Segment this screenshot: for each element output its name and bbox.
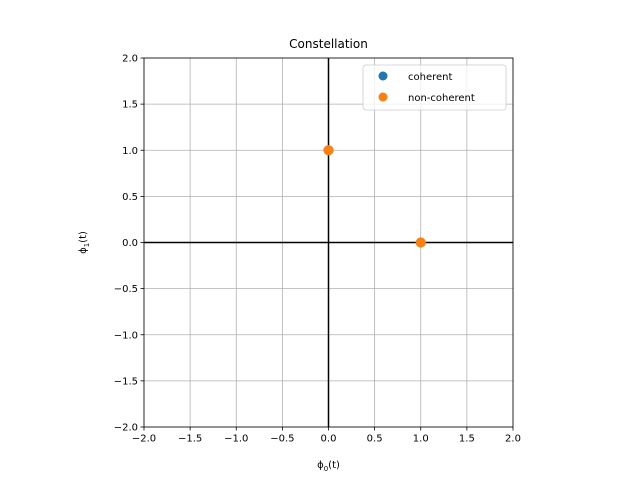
x-tick-label: 1.0	[413, 434, 429, 445]
legend-marker-coherent	[378, 71, 388, 81]
y-tick-label: −2.0	[114, 423, 138, 434]
y-tick-label: 1.0	[122, 146, 138, 157]
y-axis-label-sub: 1	[83, 243, 91, 247]
x-tick-label: −2.0	[132, 434, 156, 445]
legend-box	[362, 64, 507, 111]
y-tick-label: −0.5	[114, 284, 138, 295]
legend: coherent non-coherent	[362, 64, 507, 111]
x-tick-label: 0.0	[321, 434, 337, 445]
x-axis-label-base: ϕ	[317, 460, 324, 471]
y-tick-label: 2.0	[122, 54, 138, 65]
y-tick-label: −1.5	[114, 376, 138, 387]
data-point-non-coherent	[323, 145, 334, 156]
data-point-non-coherent	[415, 237, 426, 248]
x-tick-label: 1.5	[459, 434, 475, 445]
ticks: −2.0 −1.5 −1.0 −0.5 0.0 0.5 1.0 1.5 2.0 −2.0 −1.5 −…	[114, 54, 521, 445]
y-axis-label: ϕ1(t)	[78, 231, 91, 254]
y-tick-label: −1.0	[114, 330, 138, 341]
legend-label-non-coherent: non-coherent	[408, 93, 475, 104]
legend-marker-non-coherent	[378, 92, 388, 102]
chart-title: Constellation	[289, 37, 368, 51]
y-tick-label: 1.5	[122, 100, 138, 111]
legend-label-coherent: coherent	[408, 72, 452, 83]
x-tick-label: 0.5	[367, 434, 383, 445]
y-tick-label: 0.0	[122, 238, 138, 249]
x-axis-label-suffix: (t)	[328, 460, 340, 471]
x-axis-label: ϕ0(t)	[317, 460, 340, 473]
data-points	[323, 145, 426, 248]
y-tick-label: 0.5	[122, 192, 138, 203]
x-axis-label-sub: 0	[324, 465, 328, 473]
x-tick-label: −1.0	[224, 434, 248, 445]
x-tick-label: 2.0	[505, 434, 521, 445]
zero-axis-lines	[144, 58, 513, 427]
x-tick-label: −1.5	[178, 434, 202, 445]
y-axis-label-base: ϕ	[78, 247, 89, 254]
x-tick-label: −0.5	[270, 434, 294, 445]
y-axis-label-suffix: (t)	[78, 231, 89, 243]
